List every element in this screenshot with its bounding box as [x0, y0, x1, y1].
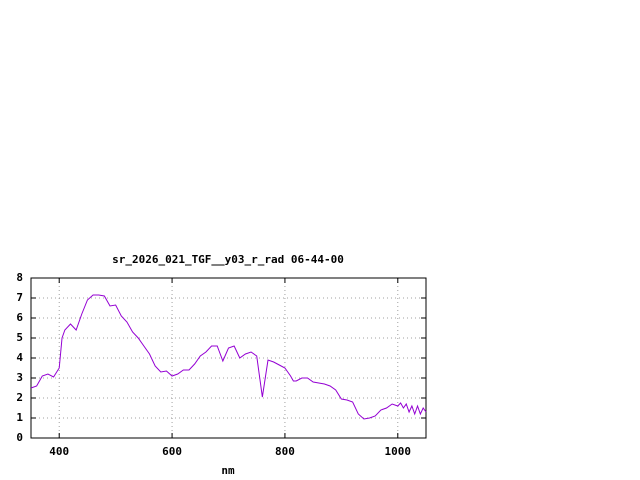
x-tick-label: 400	[49, 445, 69, 458]
x-tick-label: 800	[275, 445, 295, 458]
y-tick-label: 0	[16, 431, 23, 444]
x-tick-label: 600	[162, 445, 182, 458]
y-tick-label: 1	[16, 411, 23, 424]
plot-frame	[30, 277, 427, 439]
y-tick-label: 4	[16, 351, 23, 364]
y-tick-label: 7	[16, 291, 23, 304]
y-tick-label: 8	[16, 271, 23, 284]
x-axis-label: nm	[221, 464, 235, 477]
chart-title: sr_2026_021_TGF__y03_r_rad 06-44-00	[112, 253, 344, 266]
y-tick-label: 2	[16, 391, 23, 404]
x-tick-label: 1000	[385, 445, 412, 458]
data-line	[30, 294, 427, 420]
y-tick-label: 3	[16, 371, 23, 384]
y-tick-label: 6	[16, 311, 23, 324]
y-tick-label: 5	[16, 331, 23, 344]
